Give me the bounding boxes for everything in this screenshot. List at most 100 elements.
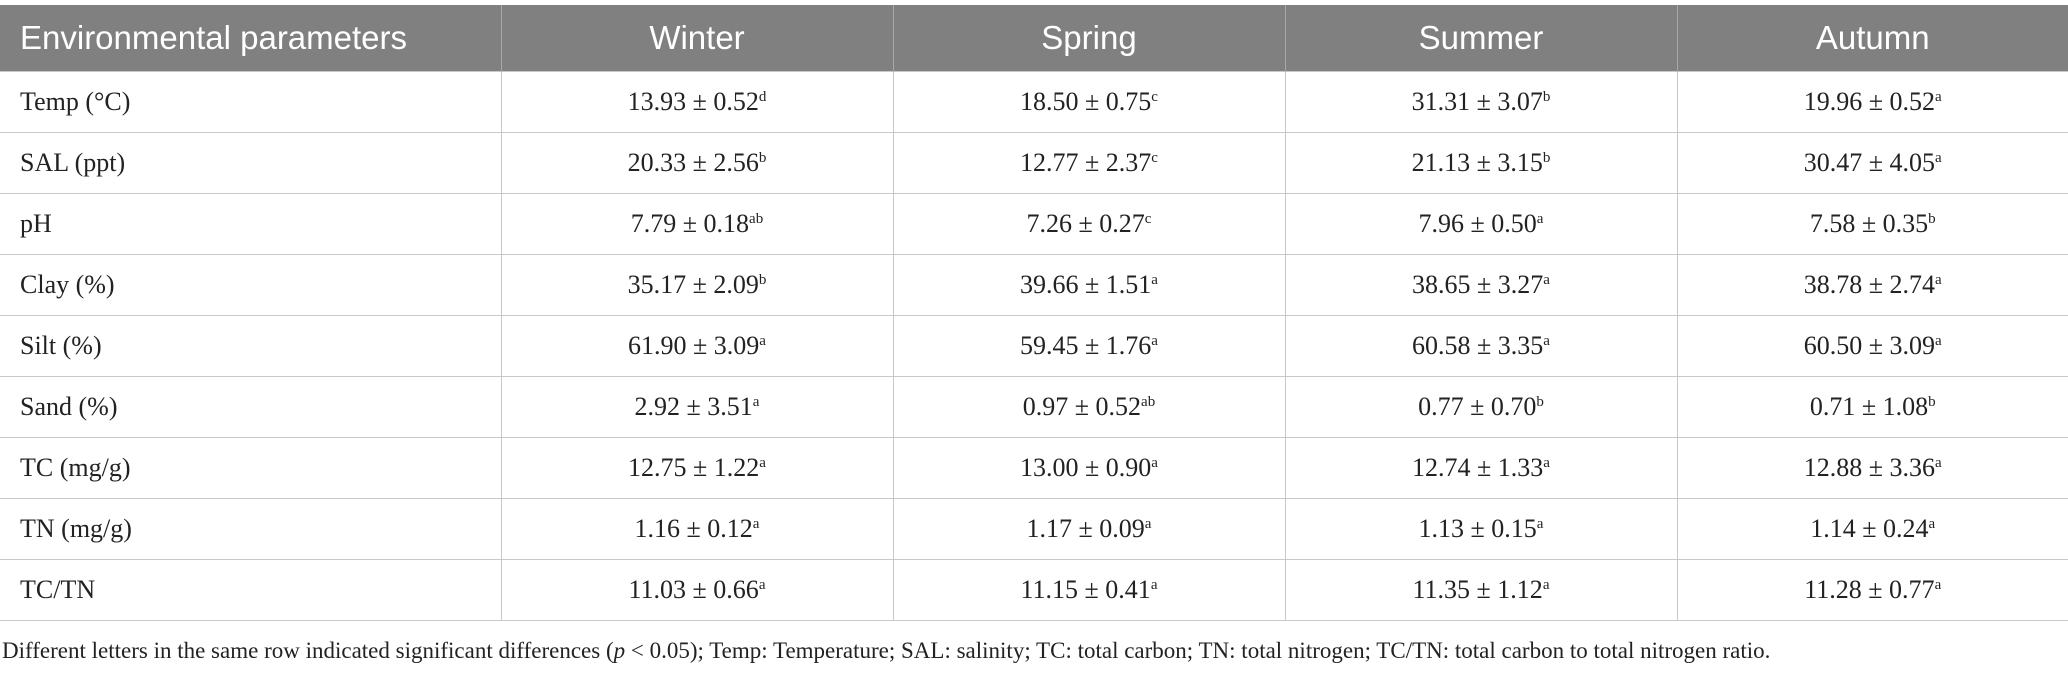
- significance-letter: a: [1935, 272, 1942, 288]
- significance-letter: c: [1151, 89, 1158, 105]
- significance-letter: a: [1934, 577, 1942, 593]
- significance-letter: a: [1935, 333, 1942, 349]
- significance-letter: a: [759, 455, 766, 471]
- cell-value: 0.71 ± 1.08: [1809, 392, 1929, 421]
- significance-letter: b: [758, 150, 767, 166]
- value-cell: 7.96 ± 0.50a: [1284, 193, 1678, 255]
- value-cell: 12.75 ± 1.22a: [500, 437, 894, 499]
- significance-letter: a: [1536, 211, 1544, 227]
- table-row: Temp (°C) 13.93 ± 0.52d 18.50 ± 0.75c 31.31…: [0, 71, 2068, 133]
- cell-value: 12.77 ± 2.37: [1020, 148, 1152, 177]
- cell-value: 59.45 ± 1.76: [1020, 331, 1152, 360]
- value-cell: 13.00 ± 0.90a: [892, 437, 1286, 499]
- data-table: Environmental parameters Winter Spring Summ…: [0, 5, 2068, 621]
- table-row: TC (mg/g) 12.75 ± 1.22a 13.00 ± 0.90a 12.74…: [0, 437, 2068, 499]
- value-cell: 0.71 ± 1.08b: [1676, 376, 2068, 438]
- value-cell: 61.90 ± 3.09a: [500, 315, 894, 377]
- cell-value: 38.78 ± 2.74: [1803, 270, 1936, 299]
- value-cell: 59.45 ± 1.76a: [892, 315, 1286, 377]
- header-cell: Summer: [1284, 5, 1677, 72]
- cell-value: 11.15 ± 0.41: [1020, 575, 1151, 604]
- cell-value: 1.13 ± 0.15: [1418, 514, 1537, 543]
- value-cell: 2.92 ± 3.51a: [500, 376, 894, 438]
- header-cell: Winter: [500, 5, 893, 72]
- table-row: Sand (%) 2.92 ± 3.51a 0.97 ± 0.52ab 0.77 ± …: [0, 376, 2068, 438]
- significance-letter: b: [758, 272, 767, 288]
- cell-value: 19.96 ± 0.52: [1803, 87, 1936, 116]
- row-label: SAL (ppt): [0, 132, 502, 194]
- significance-letter: a: [1543, 455, 1550, 471]
- value-cell: 7.79 ± 0.18ab: [500, 193, 894, 255]
- significance-letter: a: [1935, 455, 1942, 471]
- header-cell: Spring: [892, 5, 1285, 72]
- cell-value: 11.03 ± 0.66: [628, 575, 759, 604]
- row-label: Silt (%): [0, 315, 502, 377]
- significance-letter: a: [1536, 516, 1544, 532]
- significance-letter: d: [758, 89, 767, 105]
- value-cell: 0.77 ± 0.70b: [1284, 376, 1678, 438]
- cell-value: 0.97 ± 0.52: [1022, 392, 1142, 421]
- row-label: TC/TN: [0, 559, 502, 621]
- value-cell: 12.88 ± 3.36a: [1676, 437, 2068, 499]
- cell-value: 7.58 ± 0.35: [1809, 209, 1929, 238]
- significance-letter: a: [1151, 455, 1158, 471]
- footnote-text: < 0.05); Temp: Temperature; SAL: salinit…: [625, 638, 1771, 663]
- table-row: Silt (%) 61.90 ± 3.09a 59.45 ± 1.76a 60.58 …: [0, 315, 2068, 377]
- value-cell: 38.78 ± 2.74a: [1676, 254, 2068, 316]
- header-row: Environmental parameters Winter Spring Summ…: [0, 5, 2068, 72]
- cell-value: 11.35 ± 1.12: [1412, 575, 1543, 604]
- significance-letter: c: [1144, 211, 1152, 227]
- row-label: Temp (°C): [0, 71, 502, 133]
- value-cell: 60.58 ± 3.35a: [1284, 315, 1678, 377]
- significance-letter: b: [1536, 394, 1544, 410]
- footnote: Different letters in the same row indica…: [2, 638, 1770, 664]
- significance-letter: b: [1542, 89, 1551, 105]
- cell-value: 0.77 ± 0.70: [1418, 392, 1537, 421]
- value-cell: 13.93 ± 0.52d: [500, 71, 894, 133]
- value-cell: 11.15 ± 0.41a: [892, 559, 1286, 621]
- cell-value: 38.65 ± 3.27: [1412, 270, 1544, 299]
- significance-letter: a: [1543, 272, 1550, 288]
- significance-letter: a: [1935, 150, 1942, 166]
- significance-letter: a: [1935, 89, 1942, 105]
- value-cell: 1.14 ± 0.24a: [1676, 498, 2068, 560]
- cell-value: 7.96 ± 0.50: [1418, 209, 1537, 238]
- significance-letter: c: [1151, 150, 1158, 166]
- value-cell: 39.66 ± 1.51a: [892, 254, 1286, 316]
- value-cell: 12.74 ± 1.33a: [1284, 437, 1678, 499]
- value-cell: 38.65 ± 3.27a: [1284, 254, 1678, 316]
- row-label: pH: [0, 193, 502, 255]
- cell-value: 60.50 ± 3.09: [1803, 331, 1936, 360]
- value-cell: 1.17 ± 0.09a: [892, 498, 1286, 560]
- table-row: TN (mg/g) 1.16 ± 0.12a 1.17 ± 0.09a 1.13 ± …: [0, 498, 2068, 560]
- significance-letter: b: [1928, 394, 1936, 410]
- value-cell: 1.16 ± 0.12a: [500, 498, 894, 560]
- cell-value: 12.74 ± 1.33: [1412, 453, 1544, 482]
- cell-value: 12.88 ± 3.36: [1803, 453, 1936, 482]
- significance-letter: ab: [1141, 394, 1156, 410]
- significance-letter: a: [758, 577, 766, 593]
- significance-letter: b: [1928, 211, 1936, 227]
- value-cell: 11.35 ± 1.12a: [1284, 559, 1678, 621]
- significance-letter: a: [1543, 333, 1550, 349]
- significance-letter: a: [1144, 516, 1152, 532]
- significance-letter: a: [1151, 272, 1158, 288]
- header-cell: Environmental parameters: [0, 5, 501, 72]
- value-cell: 7.26 ± 0.27c: [892, 193, 1286, 255]
- table-row: pH 7.79 ± 0.18ab 7.26 ± 0.27c 7.96 ± 0.50a 7…: [0, 193, 2068, 255]
- cell-value: 31.31 ± 3.07: [1411, 87, 1543, 116]
- cell-value: 30.47 ± 4.05: [1803, 148, 1936, 177]
- table-row: SAL (ppt) 20.33 ± 2.56b 12.77 ± 2.37c 21.13…: [0, 132, 2068, 194]
- value-cell: 30.47 ± 4.05a: [1676, 132, 2068, 194]
- significance-letter: a: [752, 516, 760, 532]
- value-cell: 60.50 ± 3.09a: [1676, 315, 2068, 377]
- significance-letter: ab: [749, 211, 764, 227]
- header-cell: Autumn: [1676, 5, 2068, 72]
- table-body: Temp (°C) 13.93 ± 0.52d 18.50 ± 0.75c 31.31…: [0, 71, 2068, 621]
- significance-letter: b: [1542, 150, 1551, 166]
- cell-value: 13.00 ± 0.90: [1020, 453, 1152, 482]
- table-row: TC/TN 11.03 ± 0.66a 11.15 ± 0.41a 11.35 ± 1…: [0, 559, 2068, 621]
- cell-value: 1.16 ± 0.12: [634, 514, 753, 543]
- cell-value: 7.79 ± 0.18: [630, 209, 750, 238]
- cell-value: 35.17 ± 2.09: [627, 270, 759, 299]
